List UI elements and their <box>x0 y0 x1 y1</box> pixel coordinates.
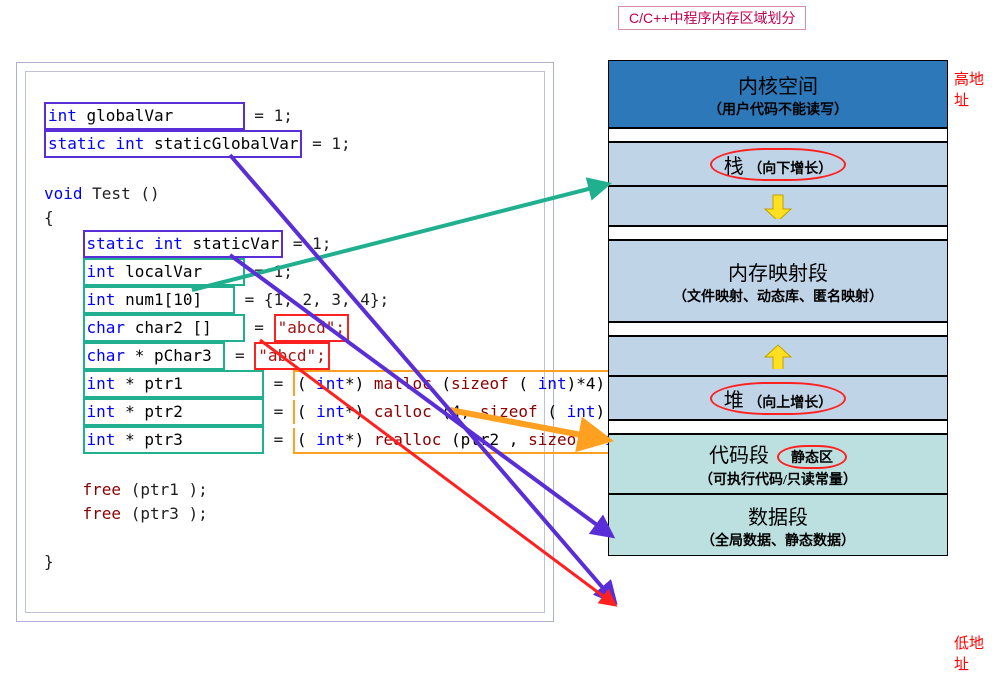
region-title: 内存映射段 <box>728 257 828 286</box>
region-title: 栈 <box>724 156 744 178</box>
memory-region: 堆 （向上增长） <box>609 377 947 421</box>
region-sub: （用户代码不能读写） <box>708 99 848 119</box>
code-box-purple: static int staticVar <box>83 230 284 258</box>
region-sub: （文件映射、动态库、匿名映射） <box>673 286 883 306</box>
memory-region: 内存映射段（文件映射、动态库、匿名映射） <box>609 241 947 323</box>
region-title: 内核空间 <box>738 70 818 99</box>
memory-region: 数据段（全局数据、静态数据） <box>609 495 947 555</box>
code-line: int num1[10] = {1, 2, 3, 4}; <box>44 286 526 314</box>
region-title: 堆 <box>724 390 744 412</box>
static-area-circle: 静态区 <box>777 445 847 469</box>
high-address-label: 高地址 <box>954 68 998 110</box>
code-line: char * pChar3 = "abcd"; <box>44 342 526 370</box>
code-line: int localVar = 1; <box>44 258 526 286</box>
memory-region: 栈 （向下增长） <box>609 143 947 187</box>
memory-region <box>609 323 947 337</box>
code-box-orange: ( int*) calloc (4, sizeof ( int)); <box>293 400 629 424</box>
code-line: static int staticVar = 1; <box>44 230 526 258</box>
memory-region <box>609 129 947 143</box>
down-arrow-icon <box>763 193 793 219</box>
code-line: free (ptr3 ); <box>44 502 526 526</box>
code-box-purple: int globalVar <box>44 102 245 130</box>
region-sub: （可执行代码/只读常量） <box>699 469 857 489</box>
region-sub: （全局数据、静态数据） <box>701 530 855 550</box>
code-line: void Test () <box>44 182 526 206</box>
memory-region <box>609 421 947 435</box>
code-line: static int staticGlobalVar = 1; <box>44 130 526 158</box>
code-box-teal: int * ptr1 <box>83 370 264 398</box>
memory-region <box>609 337 947 377</box>
code-box-teal: char * pChar3 <box>83 342 226 370</box>
code-body: int globalVar = 1;static int staticGloba… <box>25 71 545 613</box>
code-line: int globalVar = 1; <box>44 102 526 130</box>
region-sub: （向下增长） <box>748 162 832 177</box>
code-line: int * ptr3 = ( int*) realloc (ptr2 , siz… <box>44 426 526 454</box>
code-box-red: "abcd"; <box>254 342 329 370</box>
code-box-teal: char char2 [] <box>83 314 245 342</box>
code-box-teal: int num1[10] <box>83 286 236 314</box>
code-box-red: "abcd"; <box>274 314 349 342</box>
title-text: C/C++中程序内存区域划分 <box>629 10 795 26</box>
code-line: } <box>44 550 526 574</box>
diagram-title: C/C++中程序内存区域划分 <box>618 6 806 30</box>
memory-panel: 内核空间（用户代码不能读写） 栈 （向下增长） 内存映射段（文件映射、动态库、匿名映… <box>608 60 948 556</box>
code-line: { <box>44 206 526 230</box>
code-box-orange: ( int*) malloc (sizeof ( int)*4); <box>293 370 619 396</box>
memory-region <box>609 227 947 241</box>
code-box-teal: int * ptr2 <box>83 398 264 426</box>
region-title: 数据段 <box>748 501 808 530</box>
code-box-purple: static int staticGlobalVar <box>44 130 302 158</box>
code-box-teal: int localVar <box>83 258 245 286</box>
up-arrow-icon <box>763 343 793 369</box>
memory-region: 内核空间（用户代码不能读写） <box>609 61 947 129</box>
code-line: int * ptr1 = ( int*) malloc (sizeof ( in… <box>44 370 526 398</box>
region-title: 代码段静态区 <box>709 439 847 469</box>
code-box-teal: int * ptr3 <box>83 426 264 454</box>
low-address-label: 低地址 <box>954 632 998 674</box>
code-panel: int globalVar = 1;static int staticGloba… <box>16 62 554 622</box>
memory-region <box>609 187 947 227</box>
code-line: int * ptr2 = ( int*) calloc (4, sizeof (… <box>44 398 526 426</box>
memory-region: 代码段静态区（可执行代码/只读常量） <box>609 435 947 495</box>
region-sub: （向上增长） <box>748 396 832 411</box>
code-line: char char2 [] = "abcd"; <box>44 314 526 342</box>
code-line: free (ptr1 ); <box>44 478 526 502</box>
